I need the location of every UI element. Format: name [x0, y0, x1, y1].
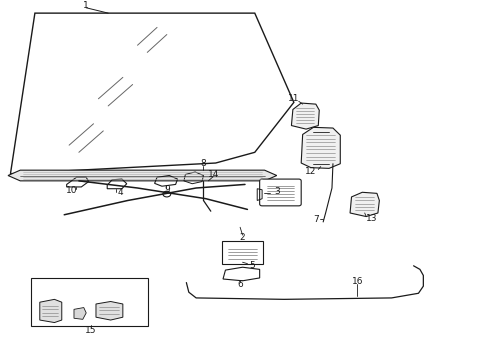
Polygon shape — [350, 192, 379, 217]
Text: 4: 4 — [118, 189, 123, 198]
Text: 7: 7 — [313, 215, 318, 224]
Text: 9: 9 — [164, 185, 170, 194]
Text: 12: 12 — [305, 167, 317, 176]
Text: 13: 13 — [367, 214, 378, 223]
Polygon shape — [96, 301, 123, 320]
Polygon shape — [292, 103, 319, 129]
FancyBboxPatch shape — [221, 241, 263, 264]
Text: 16: 16 — [352, 277, 363, 286]
FancyBboxPatch shape — [31, 278, 148, 326]
FancyBboxPatch shape — [260, 179, 301, 206]
Polygon shape — [10, 13, 294, 174]
Polygon shape — [74, 307, 86, 319]
Text: 15: 15 — [85, 325, 97, 334]
Text: 11: 11 — [288, 94, 299, 103]
Polygon shape — [301, 127, 340, 168]
Text: 2: 2 — [240, 234, 245, 243]
Text: 10: 10 — [66, 186, 77, 195]
Text: 8: 8 — [200, 158, 206, 167]
Text: 6: 6 — [237, 280, 243, 289]
Polygon shape — [40, 300, 62, 323]
Text: 3: 3 — [274, 187, 280, 196]
Text: 5: 5 — [249, 261, 255, 270]
Text: 1: 1 — [83, 1, 89, 10]
Text: 14: 14 — [208, 170, 219, 179]
Polygon shape — [8, 170, 277, 181]
